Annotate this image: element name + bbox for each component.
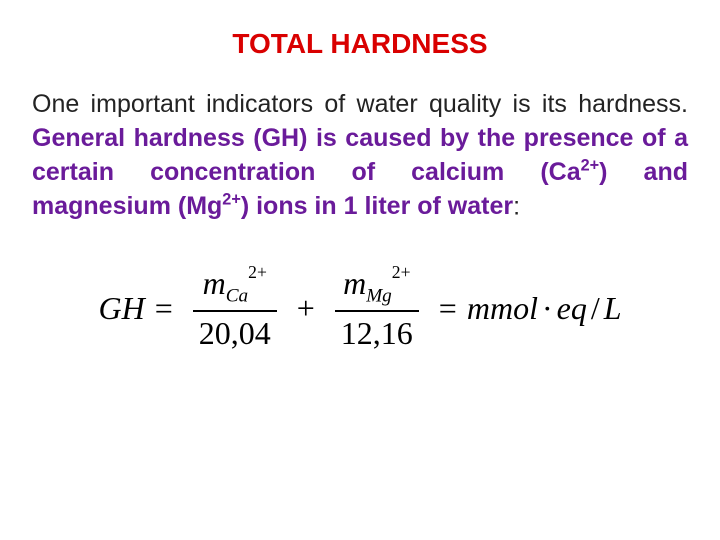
frac1-bar: [193, 310, 277, 312]
formula-eq1: =: [155, 290, 173, 327]
frac1-sub: Ca: [226, 285, 248, 306]
unit-slash: /: [591, 290, 600, 327]
formula-block: GH = mCa2+ 20,04 + mMg2+ 12,16 = mmol · …: [32, 264, 688, 354]
formula-plus: +: [297, 290, 315, 327]
colon: :: [513, 192, 520, 220]
def-part3: ) ions in 1 liter of water: [241, 192, 513, 220]
formula-lhs: GH: [98, 290, 144, 327]
frac2-denominator: 12,16: [335, 314, 419, 353]
frac2-sub: Mg: [366, 285, 392, 306]
intro-sentence: One important indicators of water qualit…: [32, 90, 688, 118]
formula-frac1: mCa2+ 20,04: [193, 264, 277, 354]
frac2-sup: 2+: [392, 262, 411, 282]
ion-ca-charge: 2+: [581, 157, 600, 175]
frac1-denominator: 20,04: [193, 314, 277, 353]
slide-title: TOTAL HARDNESS: [32, 28, 688, 60]
frac1-m: m: [203, 265, 226, 301]
definition-text: General hardness (GH) is caused by the p…: [32, 124, 688, 220]
ion-mg-charge: 2+: [222, 191, 241, 209]
frac2-m: m: [343, 265, 366, 301]
unit-dot: ·: [542, 290, 553, 327]
frac2-bar: [335, 310, 419, 312]
unit-eq: eq: [557, 290, 587, 327]
unit-L: L: [604, 290, 622, 327]
def-part1: General hardness (GH) is caused by the p…: [32, 124, 688, 186]
frac2-numerator: mMg2+: [337, 264, 416, 309]
frac1-sup: 2+: [248, 262, 267, 282]
formula-frac2: mMg2+ 12,16: [335, 264, 419, 354]
frac1-numerator: mCa2+: [197, 264, 273, 309]
formula-eq2: =: [439, 290, 457, 327]
body-paragraph: One important indicators of water qualit…: [32, 88, 688, 224]
slide-container: TOTAL HARDNESS One important indicators …: [0, 0, 720, 540]
unit-mmol: mmol: [467, 290, 538, 327]
